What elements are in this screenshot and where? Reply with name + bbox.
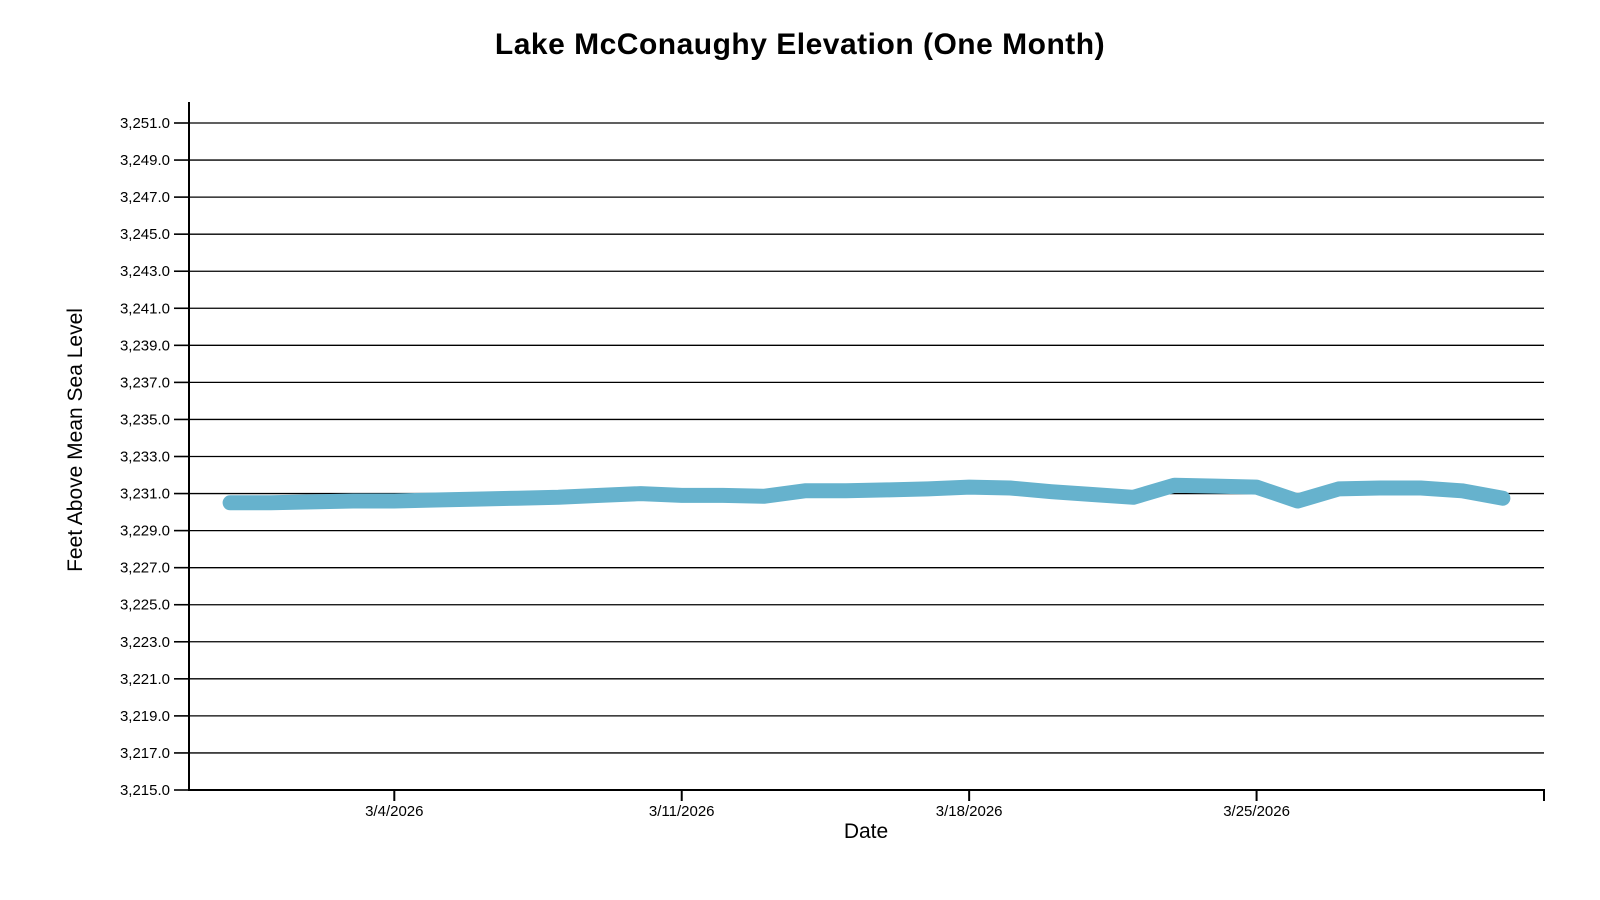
y-tick-label: 3,239.0 bbox=[120, 337, 170, 354]
y-tick-label: 3,247.0 bbox=[120, 189, 170, 206]
y-tick-label: 3,227.0 bbox=[120, 560, 170, 577]
x-tick-label: 3/4/2026 bbox=[365, 803, 423, 820]
chart-title: Lake McConaughy Elevation (One Month) bbox=[494, 28, 1106, 61]
y-tick-label: 3,241.0 bbox=[120, 300, 170, 317]
y-tick-label: 3,251.0 bbox=[120, 115, 170, 132]
y-tick-label: 3,243.0 bbox=[120, 263, 170, 280]
y-tick-label: 3,215.0 bbox=[120, 782, 170, 799]
y-tick-label: 3,235.0 bbox=[120, 411, 170, 428]
elevation-series-line bbox=[222, 477, 1511, 511]
x-tick-label: 3/18/2026 bbox=[936, 803, 1003, 820]
x-axis-title: Date bbox=[843, 820, 889, 843]
y-tick-label: 3,245.0 bbox=[120, 226, 170, 243]
y-tick-label: 3,217.0 bbox=[120, 745, 170, 762]
y-tick-label: 3,223.0 bbox=[120, 634, 170, 651]
y-tick-label: 3,237.0 bbox=[120, 374, 170, 391]
y-tick-label: 3,225.0 bbox=[120, 597, 170, 614]
y-tick-label: 3,231.0 bbox=[120, 486, 170, 503]
x-tick-label: 3/25/2026 bbox=[1223, 803, 1290, 820]
x-tick-label: 3/11/2026 bbox=[649, 803, 715, 820]
y-tick-label: 3,229.0 bbox=[120, 523, 170, 540]
y-tick-label: 3,233.0 bbox=[120, 449, 170, 466]
y-tick-label: 3,249.0 bbox=[120, 152, 170, 169]
y-tick-label: 3,221.0 bbox=[120, 671, 170, 688]
y-tick-label: 3,219.0 bbox=[120, 708, 170, 725]
